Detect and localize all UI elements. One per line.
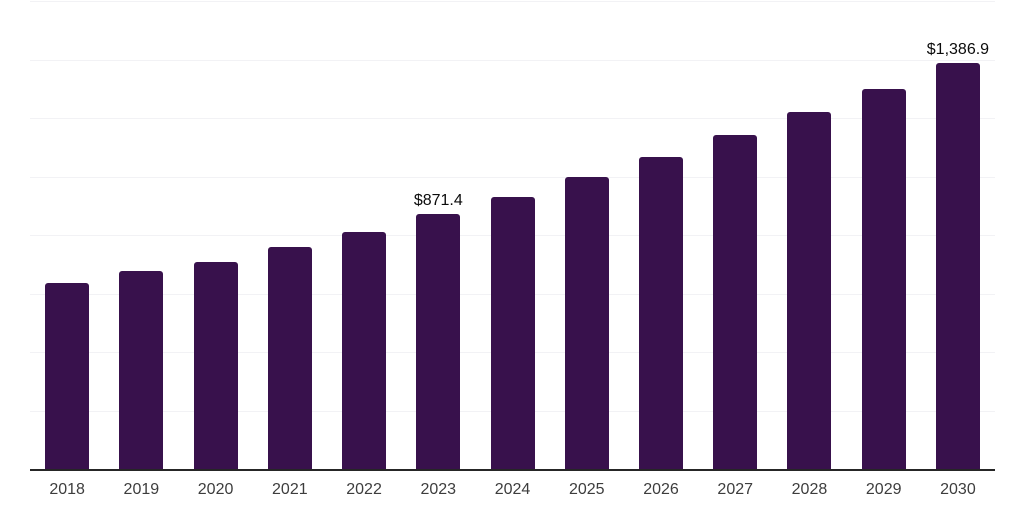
bar-2025 [564,177,609,469]
data-label-2030: $1,386.9 [926,41,990,59]
bar-slot-2029 [847,1,921,469]
bar-slot-2018 [30,1,104,469]
bar-2020 [193,261,238,469]
bar-slot-2027 [698,1,772,469]
x-tick-2022: 2022 [346,481,382,498]
gridline-1200 [30,118,995,119]
bar-2019 [119,271,164,469]
data-label-2023: $871.4 [413,192,463,210]
x-axis-labels: 2018 2019 2020 2021 2022 2023 2024 2025 2026 2027… [30,480,995,499]
bar-2026 [638,156,683,469]
bar-2018 [45,283,90,469]
x-tick-2018: 2018 [49,481,85,498]
x-tick-2028: 2028 [791,481,828,498]
gridline-1600 [30,1,995,2]
bar-slot-2020 [178,1,252,469]
bar-2028 [787,111,832,469]
bar-slot-2025 [550,1,624,469]
bar-2029 [861,88,906,469]
x-tick-2026: 2026 [643,481,679,498]
bar-2030 [935,63,980,469]
x-tick-2021: 2021 [272,481,308,498]
gridline-1000 [30,176,995,178]
bar-slot-2024 [475,1,549,469]
bar-slot-2022 [327,1,401,469]
bar-2024 [490,197,535,469]
bar-slot-2019 [104,1,178,469]
bar-2027 [713,134,758,469]
x-tick-2025: 2025 [568,481,605,498]
bar-slot-2023: $871.4 [401,1,475,469]
x-tick-2029: 2029 [865,481,902,498]
bar-2022 [342,232,387,469]
bar-slot-2030: $1,386.9 [921,1,995,469]
gridline-1400 [30,59,995,61]
x-tick-2019: 2019 [123,481,160,498]
x-tick-2020: 2020 [197,481,234,498]
x-tick-2024: 2024 [494,481,531,498]
x-tick-2027: 2027 [717,481,754,498]
plot-area: $871.4 $1,386.9 [30,1,995,471]
bar-2021 [267,247,312,469]
x-tick-2030: 2030 [940,481,976,498]
bars-row: $871.4 $1,386.9 [30,1,995,469]
bar-slot-2026 [624,1,698,469]
bar-slot-2028 [772,1,846,469]
x-tick-2023: 2023 [420,481,457,498]
bar-slot-2021 [253,1,327,469]
bar-2023 [416,214,461,469]
